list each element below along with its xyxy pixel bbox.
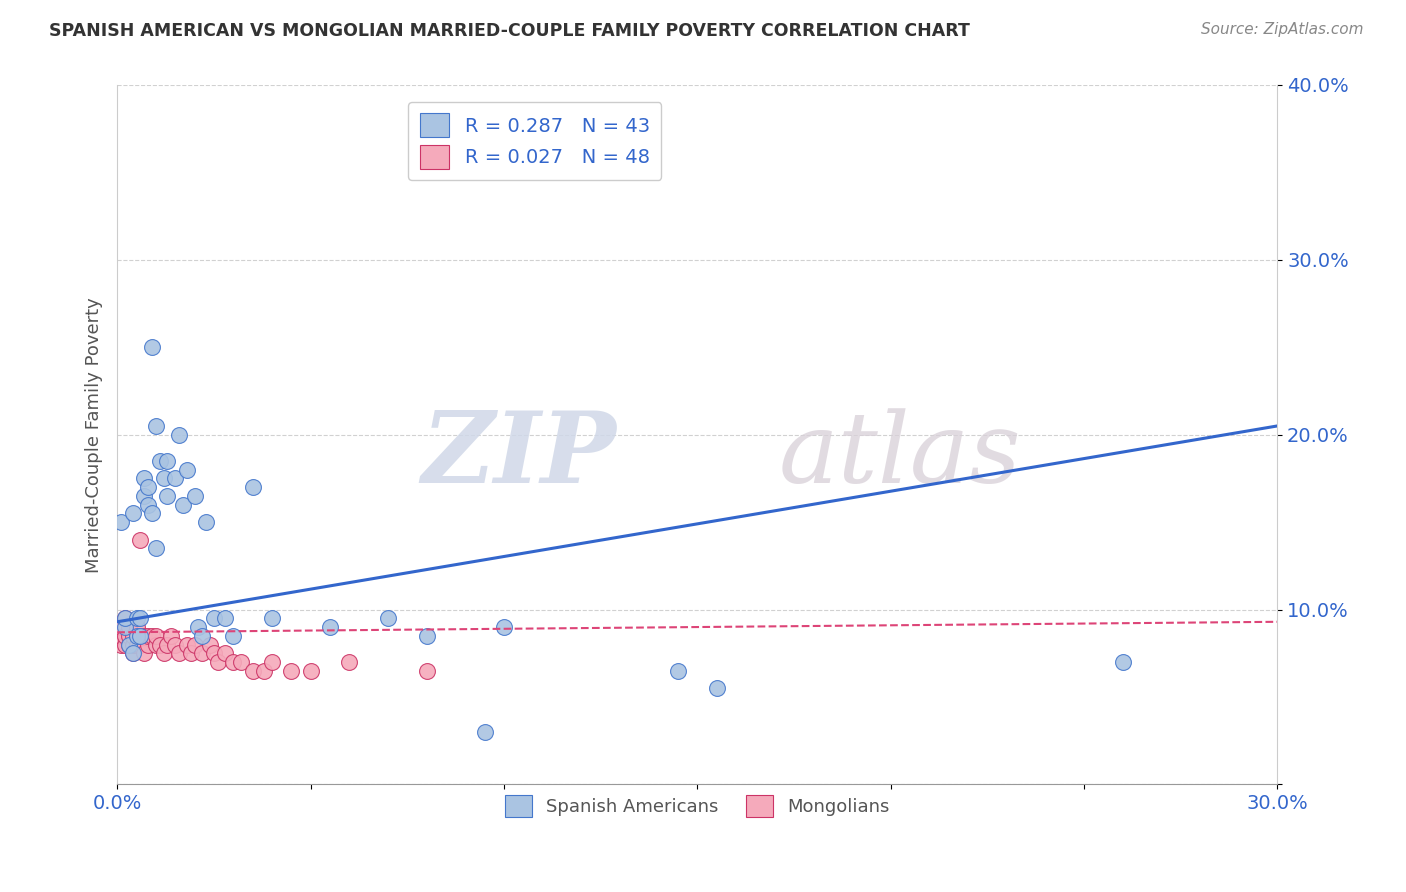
Point <box>165 471 187 485</box>
Point <box>187 620 209 634</box>
Point <box>415 629 437 643</box>
Point <box>160 629 183 643</box>
Y-axis label: Married-Couple Family Poverty: Married-Couple Family Poverty <box>86 297 103 573</box>
Point <box>110 629 132 643</box>
Point <box>149 454 172 468</box>
Point <box>129 629 152 643</box>
Point <box>114 629 136 643</box>
Point <box>183 638 205 652</box>
Point <box>125 611 148 625</box>
Point <box>180 646 202 660</box>
Point <box>191 629 214 643</box>
Legend: Spanish Americans, Mongolians: Spanish Americans, Mongolians <box>498 788 897 824</box>
Point <box>183 489 205 503</box>
Point <box>110 620 132 634</box>
Point <box>156 489 179 503</box>
Point <box>260 655 283 669</box>
Point <box>121 629 143 643</box>
Point <box>706 681 728 696</box>
Point <box>176 463 198 477</box>
Point <box>152 471 174 485</box>
Point <box>260 611 283 625</box>
Point <box>280 664 302 678</box>
Point <box>202 611 225 625</box>
Point <box>337 655 360 669</box>
Text: Source: ZipAtlas.com: Source: ZipAtlas.com <box>1201 22 1364 37</box>
Point <box>191 646 214 660</box>
Point <box>145 629 167 643</box>
Point <box>198 638 221 652</box>
Point <box>214 611 236 625</box>
Point <box>152 646 174 660</box>
Point <box>121 507 143 521</box>
Point <box>156 454 179 468</box>
Point <box>118 629 141 643</box>
Point <box>118 638 141 652</box>
Point <box>134 629 156 643</box>
Point <box>125 629 148 643</box>
Point <box>319 620 342 634</box>
Point <box>114 611 136 625</box>
Point <box>125 638 148 652</box>
Point <box>167 646 190 660</box>
Point <box>136 629 159 643</box>
Point <box>666 664 689 678</box>
Point <box>415 664 437 678</box>
Point <box>167 427 190 442</box>
Point <box>134 646 156 660</box>
Point <box>129 638 152 652</box>
Point <box>118 620 141 634</box>
Text: ZIP: ZIP <box>420 408 616 504</box>
Point <box>299 664 322 678</box>
Point <box>110 638 132 652</box>
Point <box>121 646 143 660</box>
Point <box>229 655 252 669</box>
Point <box>121 638 143 652</box>
Point <box>136 498 159 512</box>
Point <box>145 638 167 652</box>
Point <box>136 480 159 494</box>
Point <box>125 620 148 634</box>
Point <box>202 646 225 660</box>
Point <box>253 664 276 678</box>
Point <box>145 541 167 556</box>
Point <box>492 620 515 634</box>
Point <box>1111 655 1133 669</box>
Point <box>377 611 399 625</box>
Point <box>242 480 264 494</box>
Point <box>207 655 229 669</box>
Point <box>165 638 187 652</box>
Point <box>195 515 218 529</box>
Point <box>121 646 143 660</box>
Point <box>114 620 136 634</box>
Point <box>129 533 152 547</box>
Point <box>118 638 141 652</box>
Point <box>149 638 172 652</box>
Point <box>129 629 152 643</box>
Point <box>176 638 198 652</box>
Text: SPANISH AMERICAN VS MONGOLIAN MARRIED-COUPLE FAMILY POVERTY CORRELATION CHART: SPANISH AMERICAN VS MONGOLIAN MARRIED-CO… <box>49 22 970 40</box>
Point <box>141 629 163 643</box>
Point <box>114 611 136 625</box>
Point <box>145 419 167 434</box>
Point <box>474 725 496 739</box>
Point <box>125 629 148 643</box>
Point <box>222 629 245 643</box>
Point <box>242 664 264 678</box>
Text: atlas: atlas <box>779 408 1021 503</box>
Point <box>156 638 179 652</box>
Point <box>136 638 159 652</box>
Point <box>134 471 156 485</box>
Point <box>134 489 156 503</box>
Point <box>222 655 245 669</box>
Point <box>141 340 163 354</box>
Point <box>110 515 132 529</box>
Point <box>114 638 136 652</box>
Point <box>129 611 152 625</box>
Point <box>214 646 236 660</box>
Point <box>141 507 163 521</box>
Point <box>172 498 194 512</box>
